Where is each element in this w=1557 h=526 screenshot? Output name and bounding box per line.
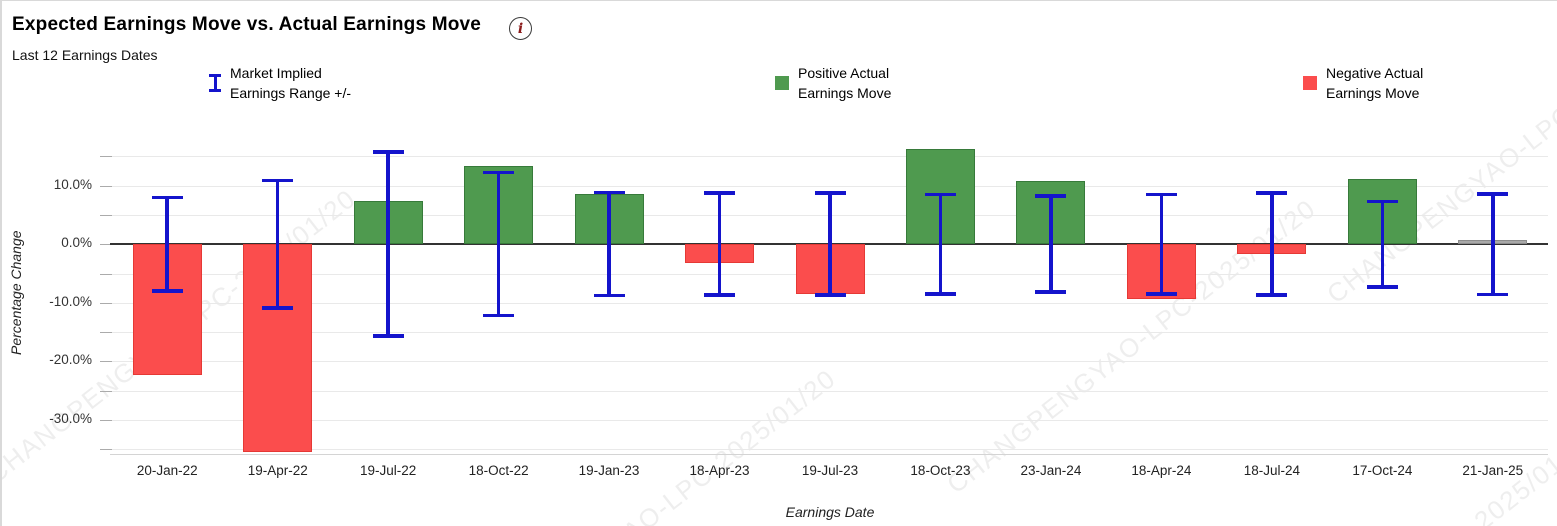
error-bar-23-jan-24[interactable] (1035, 194, 1067, 294)
error-bar-18-jul-24[interactable] (1256, 191, 1288, 297)
error-bar-stem (165, 195, 169, 293)
x-label-date: 18-Jul-24 (1243, 463, 1300, 478)
y-axis-tick (100, 273, 112, 275)
error-bar-19-jul-23[interactable] (814, 191, 846, 297)
y-axis-tick (100, 449, 112, 451)
error-bar-stem (938, 192, 943, 296)
gridline (110, 156, 1548, 158)
gridline (110, 361, 1548, 363)
error-bar-stem (828, 191, 832, 297)
error-bar-stem (1380, 199, 1385, 289)
y-tick-label: 0.0% (61, 235, 92, 251)
error-bar-stem (275, 178, 280, 310)
error-bar-19-apr-22[interactable] (262, 178, 294, 310)
error-bar-19-jan-23[interactable] (593, 190, 625, 298)
error-bar-stem (386, 150, 390, 338)
x-label-18-apr-24: 18-Apr-24AMC (1106, 461, 1217, 481)
gridline (110, 449, 1548, 451)
error-bar-18-oct-23[interactable] (925, 192, 956, 296)
x-label-date: 18-Apr-23 (689, 463, 750, 478)
error-bar-19-jul-22[interactable] (372, 150, 404, 338)
info-icon-glyph: i (517, 20, 524, 37)
x-label-date: 21-Jan-25 (1462, 463, 1524, 478)
gridline (110, 390, 1548, 392)
gridline (110, 185, 1548, 187)
error-bar-stem (1270, 191, 1274, 297)
legend-item-implied-range[interactable]: Market Implied Earnings Range +/- (209, 63, 351, 103)
legend-item-negative-move[interactable]: Negative Actual Earnings Move (1303, 63, 1423, 103)
error-bar-18-oct-22[interactable] (483, 170, 515, 318)
y-axis-tick (100, 390, 112, 392)
error-bar-stem (607, 190, 611, 298)
y-tick-label: 10.0% (53, 176, 92, 192)
error-bar-17-oct-24[interactable] (1366, 199, 1398, 289)
y-axis-tick (100, 302, 112, 304)
bar-19-apr-22[interactable] (243, 244, 313, 453)
x-label-20-jan-22: 20-Jan-22AMC (112, 461, 223, 481)
x-label-date: 18-Oct-22 (468, 463, 529, 478)
x-label-19-apr-22: 19-Apr-22AMC (223, 461, 334, 481)
green-square-icon (775, 76, 789, 90)
y-tick-label: -30.0% (49, 411, 92, 426)
x-label-date: 17-Oct-24 (1352, 463, 1413, 478)
x-label-23-jan-24: 23-Jan-24AMC (996, 461, 1107, 481)
y-axis-tick (100, 332, 112, 334)
y-axis-tick (100, 361, 112, 363)
y-axis-tick (100, 420, 112, 421)
error-bar-stem (1159, 192, 1164, 296)
y-axis-tick (100, 214, 112, 216)
error-bar-icon (209, 74, 221, 92)
gridline (110, 332, 1548, 334)
x-label-date: 19-Jul-23 (801, 463, 859, 478)
x-label-date: 20-Jan-22 (136, 463, 198, 478)
y-tick-label: -20.0% (49, 352, 92, 368)
x-label-18-apr-23: 18-Apr-23AMC (664, 461, 775, 481)
x-label-date: 19-Jan-23 (578, 463, 640, 478)
y-axis-tick (100, 185, 112, 187)
y-axis-tick (100, 156, 112, 158)
legend-item-positive-move[interactable]: Positive Actual Earnings Move (775, 63, 891, 103)
x-label-date: 19-Jul-22 (360, 463, 417, 478)
gridline (110, 420, 1548, 421)
x-label-18-oct-23: 18-Oct-23AMC (885, 461, 996, 481)
chart-subtitle: Last 12 Earnings Dates (12, 47, 158, 63)
y-axis-tick (100, 244, 112, 246)
info-icon[interactable]: i (509, 17, 532, 40)
y-tick-label: -10.0% (49, 293, 92, 309)
error-bar-stem (1049, 194, 1053, 294)
plot-bottom-border (110, 454, 1548, 455)
x-label-date: 18-Apr-24 (1131, 463, 1192, 478)
chart-title: Expected Earnings Move vs. Actual Earnin… (12, 14, 482, 35)
x-label-date: 23-Jan-24 (1020, 463, 1082, 478)
x-label-date: 19-Apr-22 (247, 463, 308, 478)
gridline (110, 302, 1548, 304)
x-label-19-jan-23: 19-Jan-23AMC (554, 461, 665, 481)
error-bar-20-jan-22[interactable] (151, 195, 183, 293)
error-bar-stem (717, 191, 722, 297)
legend-label-implied: Market Implied Earnings Range +/- (230, 65, 352, 101)
error-bar-18-apr-24[interactable] (1145, 192, 1177, 296)
error-bar-stem (496, 170, 501, 318)
legend-label-negative: Negative Actual Earnings Move (1326, 65, 1424, 101)
legend-label-positive: Positive Actual Earnings Move (798, 65, 892, 101)
error-bar-stem (1491, 192, 1495, 297)
x-label-17-oct-24: 17-Oct-24AMC (1327, 461, 1438, 481)
x-label-date: 18-Oct-23 (910, 463, 971, 478)
x-axis-title: Earnings Date (785, 504, 875, 520)
error-bar-18-apr-23[interactable] (704, 191, 735, 297)
x-label-18-oct-22: 18-Oct-22AMC (443, 461, 554, 481)
x-label-19-jul-23: 19-Jul-23AMC (775, 461, 886, 481)
x-label-19-jul-22: 19-Jul-22AMC (333, 461, 444, 481)
watermark: CHANGPENGYAO-LPC-2025/01/20 (461, 362, 842, 526)
x-label-18-jul-24: 18-Jul-24AMC (1217, 461, 1328, 481)
x-label-21-jan-25: 21-Jan-25AMC (1438, 461, 1549, 481)
red-square-icon (1303, 76, 1317, 90)
error-bar-21-jan-25[interactable] (1477, 192, 1509, 297)
